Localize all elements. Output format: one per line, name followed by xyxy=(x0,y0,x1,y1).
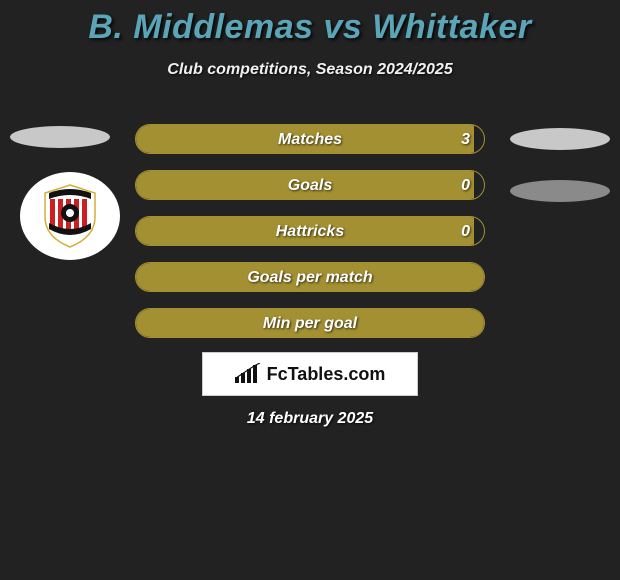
club-badge xyxy=(20,172,120,260)
stat-row-matches: Matches 3 xyxy=(135,124,485,154)
stat-row-min-per-goal: Min per goal xyxy=(135,308,485,338)
stat-value: 0 xyxy=(461,217,470,246)
bar-chart-icon xyxy=(235,363,261,385)
stat-label: Goals xyxy=(136,171,484,200)
right-team-ellipse-1 xyxy=(510,128,610,150)
stat-row-goals: Goals 0 xyxy=(135,170,485,200)
stat-label: Min per goal xyxy=(136,309,484,338)
stats-table: Matches 3 Goals 0 Hattricks 0 Goals per … xyxy=(135,124,485,354)
stat-label: Hattricks xyxy=(136,217,484,246)
stat-row-goals-per-match: Goals per match xyxy=(135,262,485,292)
stat-label: Matches xyxy=(136,125,484,154)
page-subtitle: Club competitions, Season 2024/2025 xyxy=(0,61,620,79)
stat-value: 0 xyxy=(461,171,470,200)
stat-label: Goals per match xyxy=(136,263,484,292)
page-title: B. Middlemas vs Whittaker xyxy=(0,0,620,47)
club-crest-icon xyxy=(35,181,105,251)
brand-name: FcTables.com xyxy=(267,364,386,385)
stat-value: 3 xyxy=(461,125,470,154)
left-team-ellipse xyxy=(10,126,110,148)
stat-row-hattricks: Hattricks 0 xyxy=(135,216,485,246)
right-team-ellipse-2 xyxy=(510,180,610,202)
footer-date: 14 february 2025 xyxy=(0,410,620,428)
brand-logo[interactable]: FcTables.com xyxy=(202,352,418,396)
